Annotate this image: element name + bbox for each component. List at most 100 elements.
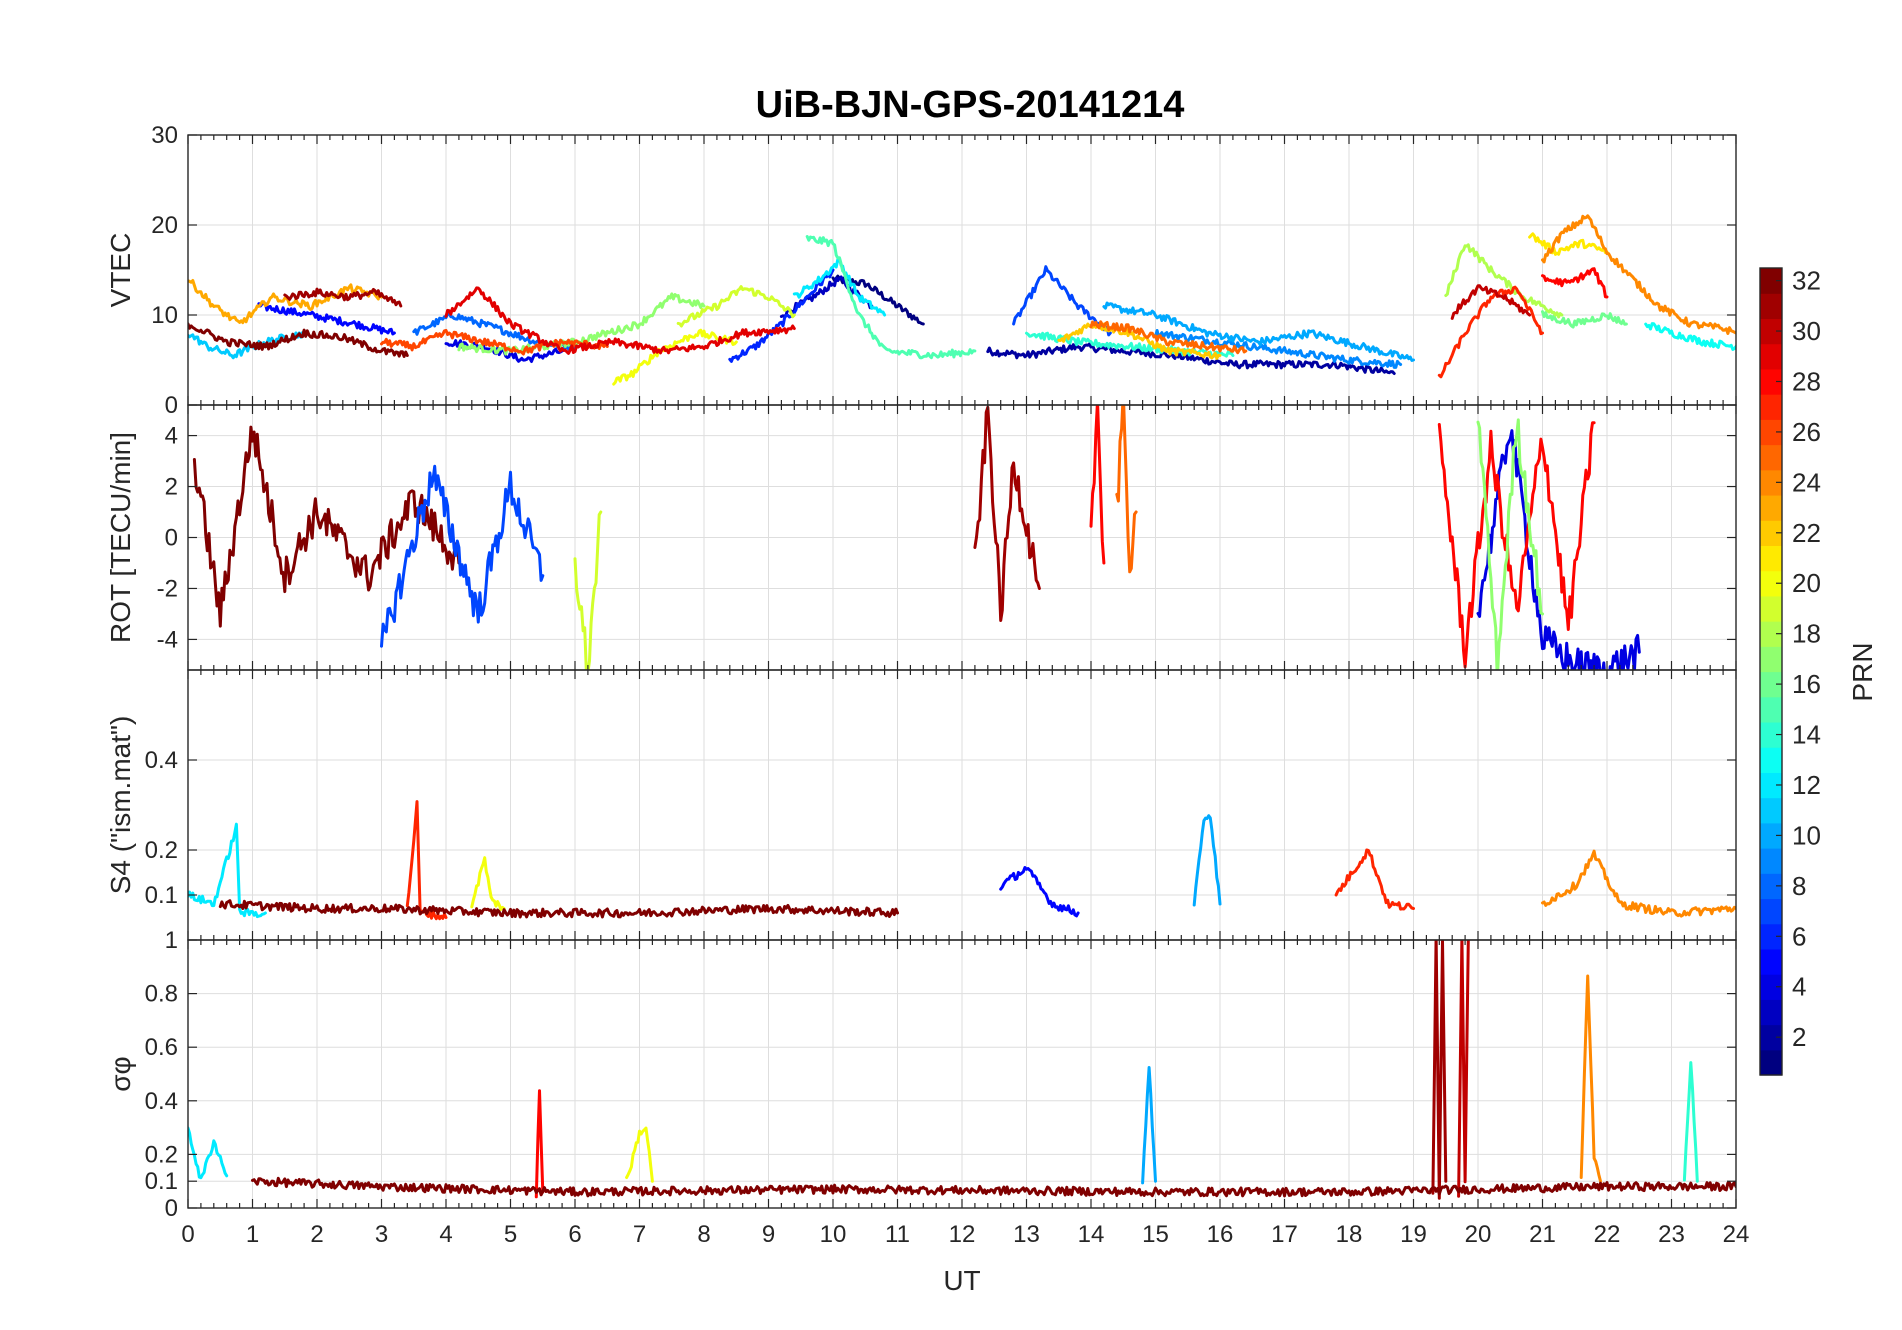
panel-s4: 0.1 0.2 0.4 S4 ("ism.mat") — [105, 669, 1737, 941]
series-s4-prn-10 — [1192, 814, 1222, 907]
x-tick-label: 2 — [310, 1221, 323, 1248]
series-vtec-prn-19 — [676, 285, 796, 328]
series-rot-prn-31 — [973, 405, 1041, 622]
colorbar-tick-label: 30 — [1792, 316, 1821, 346]
colorbar-swatch — [1760, 671, 1782, 698]
colorbar-swatch — [1760, 318, 1782, 345]
colorbar-swatch — [1760, 570, 1782, 597]
colorbar-tick-label: 6 — [1792, 921, 1806, 951]
colorbar-tick-label: 20 — [1792, 568, 1821, 598]
series-vtec-prn-21 — [1528, 232, 1609, 256]
y-axis-label-rot: ROT [TECU/min] — [105, 432, 136, 643]
series-rot-prn-4 — [1476, 429, 1641, 670]
y-tick-label-s4: 0.2 — [145, 837, 178, 864]
colorbar-swatch — [1760, 772, 1782, 799]
x-tick-label: 13 — [1013, 1221, 1040, 1248]
series-vtec-prn-10 — [1102, 301, 1415, 362]
y-tick-label-rot: 4 — [165, 423, 178, 450]
ticks-vtec: 0 10 20 30 — [151, 122, 1737, 419]
colorbar-swatch — [1760, 848, 1782, 874]
grid-vtec — [187, 134, 1737, 406]
colorbar-swatch — [1760, 1024, 1782, 1051]
series-s4-prn-27 — [405, 800, 448, 921]
y-tick-label-vtec: 10 — [151, 302, 178, 329]
grid-sigma_phi — [187, 939, 1737, 1209]
traces-s4 — [188, 800, 1736, 921]
y-tick-label-vtec: 20 — [151, 212, 178, 239]
colorbar-swatch — [1760, 873, 1782, 900]
x-tick-label: 21 — [1529, 1221, 1556, 1248]
x-tick-labels: 0 1 2 3 4 5 6 7 8 9 10 11 12 13 14 15 16 17 18 19 20 21 22 23 24 — [181, 1221, 1749, 1248]
y-axis-label-vtec: VTEC — [105, 233, 136, 308]
series-vtec-prn-29 — [444, 286, 796, 355]
series-vtec-prn-7 — [1012, 265, 1112, 337]
series-vtec-prn-32 — [188, 322, 409, 358]
series-s4-prn-32 — [218, 899, 899, 919]
x-tick-label: 12 — [949, 1221, 976, 1248]
colorbar-swatch — [1760, 721, 1782, 748]
series-vtec-prn-13 — [1644, 322, 1736, 351]
series-sigma_phi-prn-28 — [534, 1089, 545, 1199]
y-axis-label-sigma_phi: σφ — [105, 1056, 136, 1091]
x-tick-label: 22 — [1594, 1221, 1621, 1248]
x-tick-label: 1 — [246, 1221, 259, 1248]
colorbar-swatch — [1760, 343, 1782, 370]
colorbar-frame — [1759, 267, 1783, 1076]
traces-vtec — [188, 214, 1736, 386]
series-s4-prn-12 — [188, 822, 267, 919]
colorbar-swatch — [1760, 999, 1782, 1026]
y-tick-label-rot: 0 — [165, 525, 178, 552]
x-tick-label: 16 — [1207, 1221, 1234, 1248]
x-tick-label: 4 — [439, 1221, 452, 1248]
x-tick-label: 5 — [504, 1221, 517, 1248]
series-vtec-prn-18 — [1444, 243, 1564, 319]
series-vtec-prn-5 — [257, 302, 396, 336]
colorbar-swatch — [1760, 923, 1782, 950]
series-vtec-prn-2 — [986, 342, 1396, 375]
y-tick-label-rot: 2 — [165, 474, 178, 501]
x-tick-label: 9 — [762, 1221, 775, 1248]
y-tick-label-s4: 0.4 — [145, 747, 178, 774]
series-vtec-prn-6 — [728, 268, 835, 363]
y-tick-label-vtec: 30 — [151, 122, 178, 149]
colorbar-swatch — [1760, 444, 1782, 471]
colorbar-swatch — [1760, 974, 1782, 1000]
series-vtec-prn-31 — [283, 287, 403, 308]
figure-title: UiB-BJN-GPS-20141214 — [756, 84, 1185, 126]
colorbar-swatch — [1760, 293, 1782, 320]
panel-vtec: 0 10 20 30 VTEC — [105, 122, 1737, 419]
colorbar-tick-label: 22 — [1792, 518, 1821, 548]
colorbar-swatch — [1760, 621, 1782, 647]
colorbar-tick-label: 12 — [1792, 770, 1821, 800]
x-tick-label: 19 — [1400, 1221, 1427, 1248]
colorbar-label: PRN — [1847, 642, 1878, 701]
colorbar-swatch — [1760, 797, 1782, 824]
x-tick-label: 0 — [181, 1221, 194, 1248]
series-rot-prn-17 — [1476, 418, 1544, 670]
y-tick-label-sigma_phi: 0.1 — [145, 1168, 178, 1195]
colorbar-swatch — [1760, 747, 1782, 773]
x-tick-label: 24 — [1723, 1221, 1750, 1248]
series-vtec-prn-26 — [380, 328, 609, 356]
series-rot-prn-28 — [1089, 405, 1106, 565]
series-vtec-prn-27 — [1437, 285, 1544, 379]
colorbar-tick-label: 4 — [1792, 972, 1806, 1002]
series-rot-prn-25 — [1115, 405, 1138, 574]
colorbar-swatch — [1760, 595, 1782, 622]
x-tick-label: 23 — [1658, 1221, 1685, 1248]
colorbar-tick-label: 28 — [1792, 366, 1821, 396]
y-tick-label-sigma_phi: 0 — [165, 1195, 178, 1222]
traces-sigma_phi — [188, 940, 1736, 1200]
colorbar-swatch — [1760, 368, 1782, 395]
colorbar-swatch — [1760, 646, 1782, 673]
series-sigma_phi-prn-30 — [1457, 940, 1470, 1198]
y-tick-label-sigma_phi: 0.4 — [145, 1088, 178, 1115]
x-tick-label: 8 — [697, 1221, 710, 1248]
series-vtec-prn-24 — [1541, 214, 1736, 335]
series-s4-prn-24 — [1541, 849, 1736, 918]
series-vtec-prn-25 — [1089, 320, 1248, 355]
series-sigma_phi-prn-32 — [251, 1176, 1736, 1198]
y-axis-label-s4: S4 ("ism.mat") — [105, 716, 136, 895]
colorbar-tick-label: 10 — [1792, 820, 1821, 850]
